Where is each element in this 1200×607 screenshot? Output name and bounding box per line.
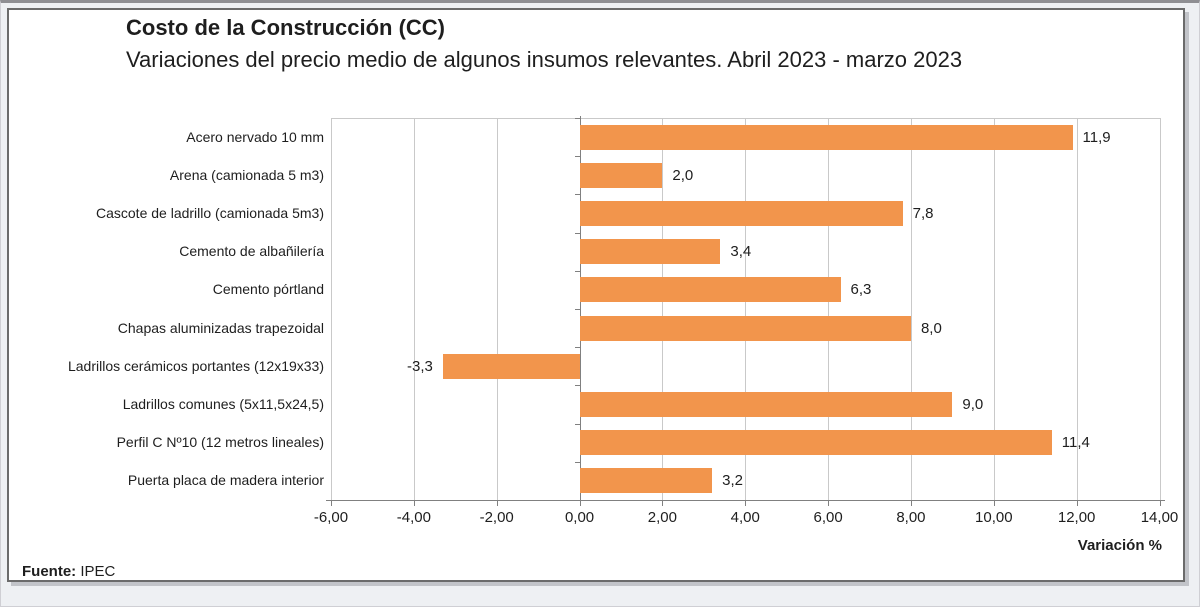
source-note: Fuente: IPEC	[22, 563, 115, 580]
category-axis-tick	[574, 232, 580, 234]
category-axis-tick	[574, 309, 580, 310]
x-axis-tick	[496, 500, 498, 506]
x-axis-tick	[910, 500, 912, 506]
gridline	[910, 118, 912, 500]
source-label: Fuente:	[22, 563, 77, 580]
value-label: 11,4	[1061, 434, 1090, 452]
x-axis-tick	[828, 500, 830, 506]
category-label: Puerta placa de madera interior	[127, 472, 324, 489]
category-axis-tick	[574, 156, 580, 158]
x-tick-label: -4,00	[396, 509, 431, 526]
gridline	[993, 118, 995, 500]
category-label: Cascote de ladrillo (camionada 5m3)	[96, 205, 324, 221]
category-axis-tick	[574, 461, 580, 463]
x-tick-label: 0,00	[564, 509, 595, 526]
bar	[579, 392, 953, 417]
value-label: 8,0	[920, 319, 942, 337]
bar	[579, 277, 841, 303]
gridline	[828, 118, 830, 500]
category-axis-tick	[574, 385, 580, 387]
bar	[579, 124, 1073, 150]
value-label: 11,9	[1082, 128, 1111, 146]
category-label: Ladrillos cerámicos portantes (12x19x33)	[67, 357, 324, 374]
category-axis-tick	[574, 194, 580, 196]
value-label: 3,4	[730, 243, 752, 261]
bar	[442, 353, 580, 379]
x-tick-label: 4,00	[730, 509, 760, 526]
category-label: Perfil C Nº10 (12 metros lineales)	[116, 434, 324, 451]
value-label: 2,0	[672, 166, 694, 184]
bar	[579, 162, 663, 188]
x-tick-label: 10,00	[975, 509, 1013, 526]
value-label: 9,0	[962, 396, 984, 413]
value-label: 3,2	[722, 472, 743, 490]
gridline	[496, 118, 498, 500]
category-axis-line	[579, 116, 581, 500]
gridline	[662, 118, 664, 500]
category-label: Ladrillos comunes (5x11,5x24,5)	[122, 396, 324, 412]
x-tick-label: 14,00	[1140, 509, 1179, 526]
gridline	[413, 118, 415, 500]
x-axis-tick	[1159, 500, 1161, 506]
bar	[579, 315, 911, 341]
x-tick-label: 2,00	[647, 509, 677, 526]
bar	[579, 239, 721, 265]
category-axis-tick	[574, 118, 580, 119]
chart-title: Costo de la Construcción (CC)	[126, 15, 446, 40]
value-label: 6,3	[850, 281, 872, 299]
category-axis-tick	[574, 423, 580, 425]
x-tick-label: -2,00	[479, 509, 514, 526]
gridline	[1159, 118, 1161, 500]
category-label: Cemento pórtland	[212, 281, 324, 298]
x-axis-tick	[331, 500, 332, 506]
category-label: Cemento de albañilería	[179, 243, 324, 260]
x-tick-label: 8,00	[896, 509, 926, 526]
gridline	[331, 118, 332, 500]
value-label: -3,3	[406, 357, 433, 375]
chart-subtitle: Variaciones del precio medio de algunos …	[126, 47, 963, 72]
x-axis-tick	[662, 500, 664, 506]
category-label: Chapas aluminizadas trapezoidal	[117, 319, 324, 336]
x-axis-tick	[993, 500, 995, 506]
x-tick-label: 12,00	[1057, 509, 1096, 526]
value-label: 7,8	[912, 205, 934, 222]
gridline	[1076, 118, 1078, 500]
source-value: IPEC	[80, 563, 116, 580]
bar	[579, 430, 1052, 456]
x-axis-tick	[745, 500, 747, 506]
chart-plot-area: -6,00 -4,00 -2,00 0,00 2,00 4,00 6,00 8,00 10,00…	[1, 3, 1199, 606]
bar	[579, 201, 903, 226]
x-tick-label: 6,00	[813, 509, 843, 526]
gridline	[745, 118, 747, 500]
bar	[579, 468, 713, 494]
category-axis-tick	[574, 270, 580, 272]
x-tick-label: -6,00	[313, 509, 349, 526]
x-axis-title: Variación %	[1077, 537, 1162, 554]
x-axis-tick	[413, 500, 415, 506]
category-label: Acero nervado 10 mm	[186, 128, 324, 145]
x-axis-tick	[579, 500, 581, 506]
x-axis-tick	[1076, 500, 1078, 506]
plot-top-border	[331, 118, 1160, 119]
category-axis-tick	[574, 347, 580, 349]
category-label: Arena (camionada 5 m3)	[169, 166, 324, 183]
